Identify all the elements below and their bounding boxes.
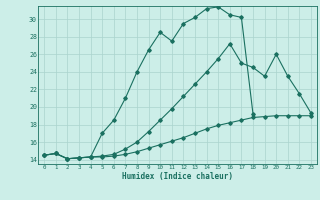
X-axis label: Humidex (Indice chaleur): Humidex (Indice chaleur) bbox=[122, 172, 233, 181]
